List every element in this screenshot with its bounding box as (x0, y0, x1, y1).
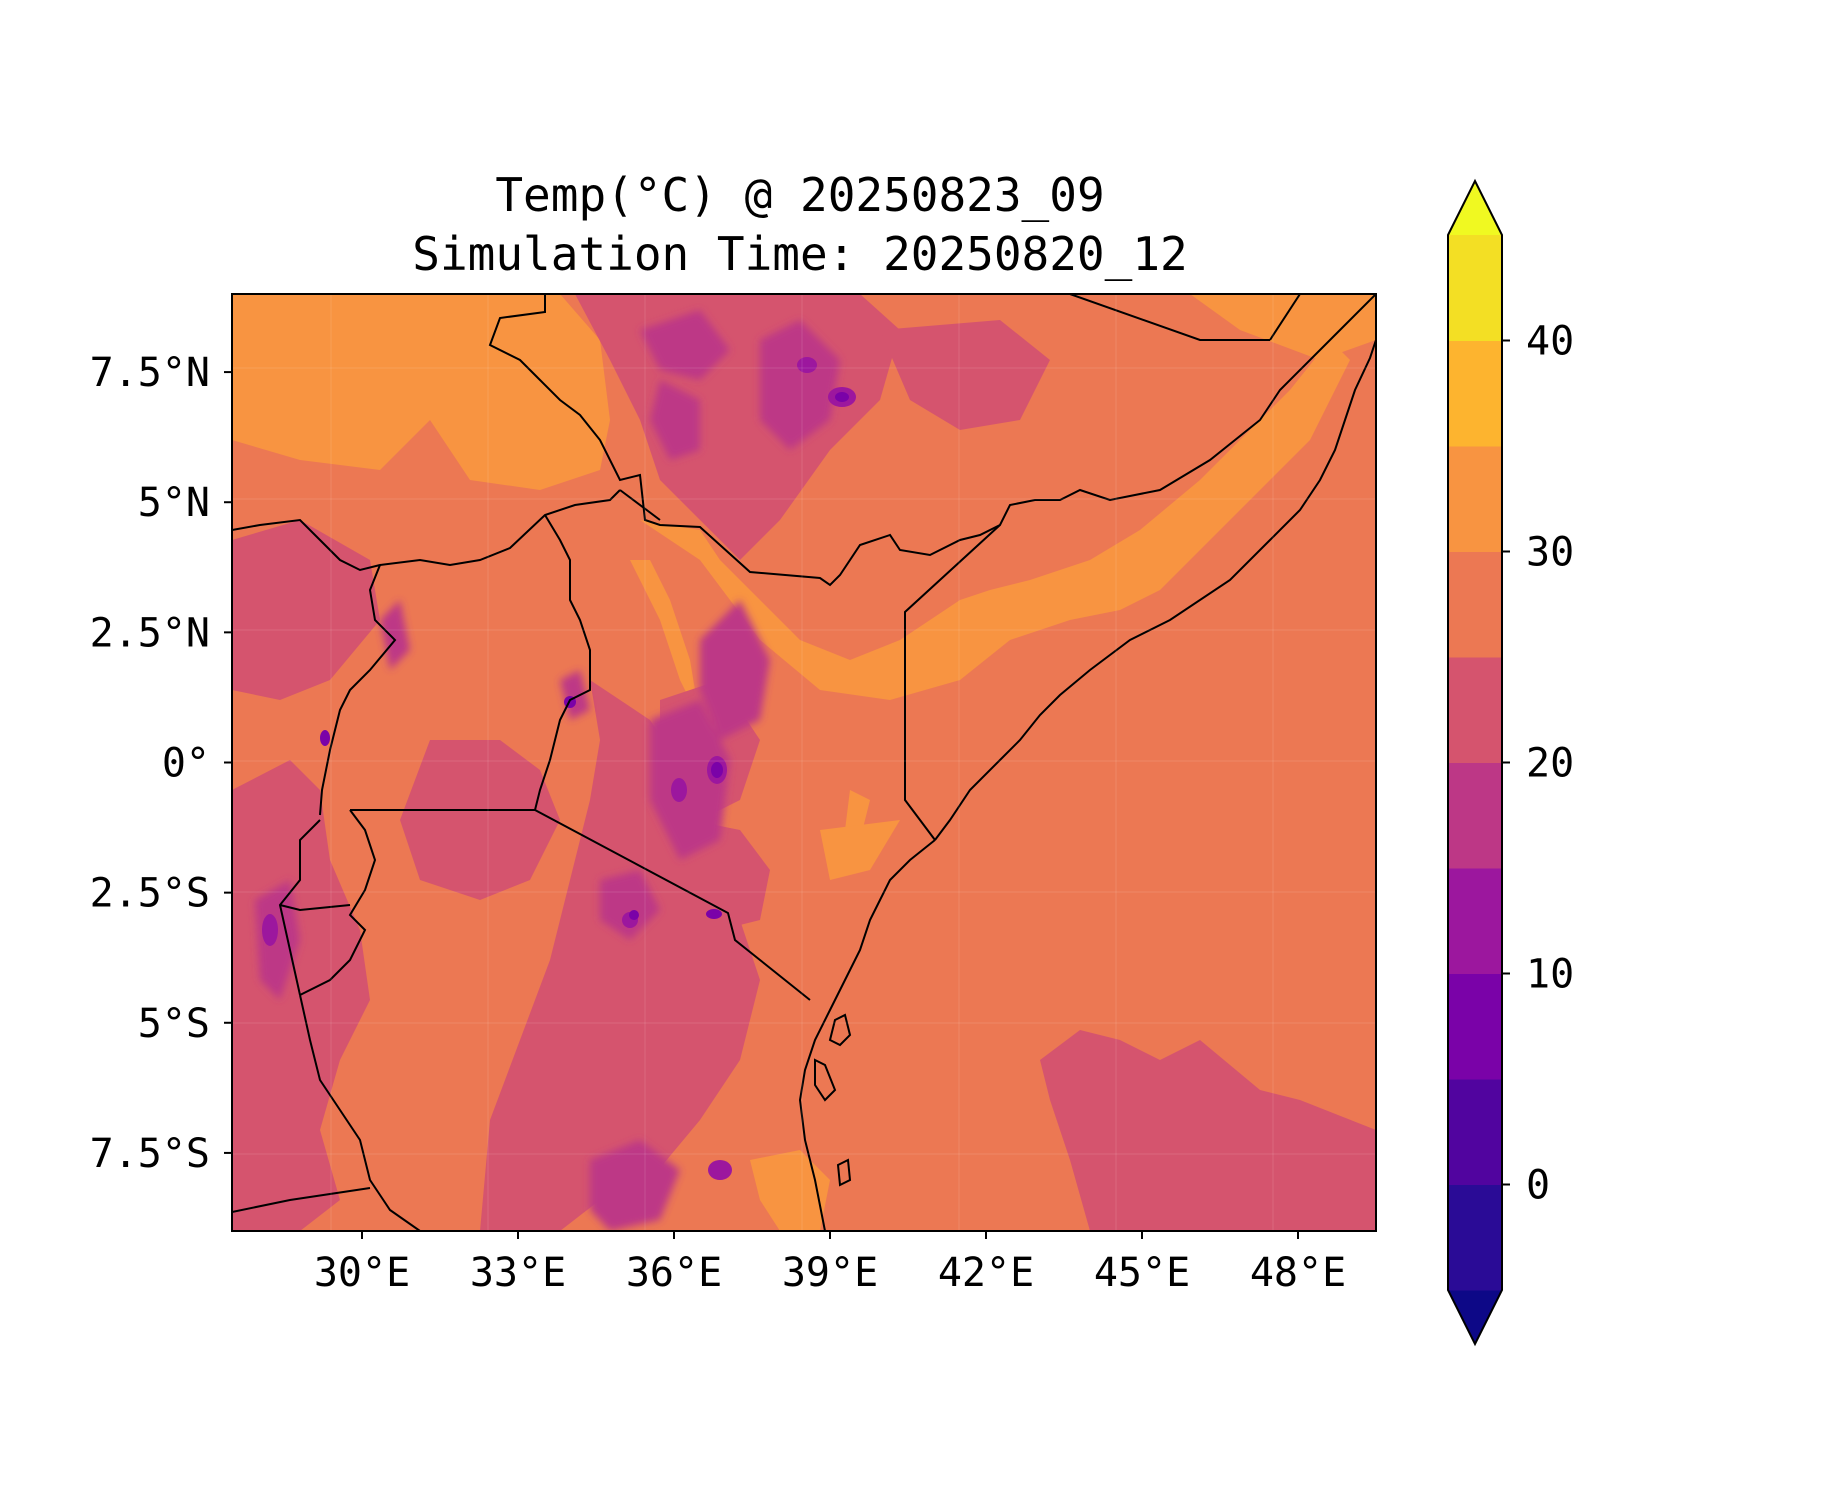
colorbar-under-triangle (1448, 1290, 1502, 1344)
y-axis: 7.5°N 5°N 2.5°N 0° 2.5°S 5°S 7.5°S (90, 350, 232, 1177)
colorbar-segment (1448, 762, 1502, 869)
plot-title-line2: Simulation Time: 20250820_12 (412, 227, 1188, 281)
y-tick-label: 2.5°S (90, 871, 210, 917)
x-tick-label: 39°E (782, 1250, 878, 1296)
plot-title-line1: Temp(°C) @ 20250823_09 (495, 168, 1105, 222)
gridlines (232, 294, 1376, 1231)
y-tick-label: 0° (162, 741, 210, 787)
colorbar-outline (1447, 178, 1503, 1347)
y-tick-label: 7.5°N (90, 350, 210, 396)
country-borders (232, 294, 1376, 1231)
colorbar-segment (1448, 1079, 1502, 1185)
x-axis: 30°E 33°E 36°E 39°E 42°E 45°E 48°E (314, 1231, 1346, 1296)
colorbar-segment (1448, 1184, 1502, 1291)
y-tick-label: 5°S (138, 1001, 210, 1047)
colorbar-tick-label: 30 (1526, 530, 1574, 576)
colorbar: 0 10 20 30 40 (1447, 178, 1574, 1347)
colorbar-tick-label: 10 (1526, 952, 1574, 998)
colorbar-segment (1448, 551, 1502, 658)
x-tick-label: 42°E (938, 1250, 1034, 1296)
y-tick-label: 5°N (138, 480, 210, 526)
x-tick-label: 48°E (1250, 1250, 1346, 1296)
colorbar-segment (1448, 973, 1502, 1080)
temperature-map (232, 294, 1376, 1231)
colorbar-tick-label: 20 (1526, 741, 1574, 787)
y-tick-label: 7.5°S (90, 1131, 210, 1177)
colorbar-segment (1448, 340, 1502, 447)
colorbar-tick-label: 0 (1526, 1163, 1550, 1209)
colorbar-segment (1448, 868, 1502, 974)
x-tick-label: 30°E (314, 1250, 410, 1296)
colorbar-segment (1448, 446, 1502, 552)
colorbar-segment (1448, 235, 1502, 341)
colorbar-tick-label: 40 (1526, 319, 1574, 365)
colorbar-segment (1448, 657, 1502, 763)
very-cold-regions (262, 357, 856, 1180)
x-tick-label: 45°E (1094, 1250, 1190, 1296)
colorbar-over-triangle (1448, 181, 1502, 235)
cold-regions (255, 310, 840, 1231)
x-tick-label: 36°E (626, 1250, 722, 1296)
y-tick-label: 2.5°N (90, 610, 210, 656)
x-tick-label: 33°E (470, 1250, 566, 1296)
